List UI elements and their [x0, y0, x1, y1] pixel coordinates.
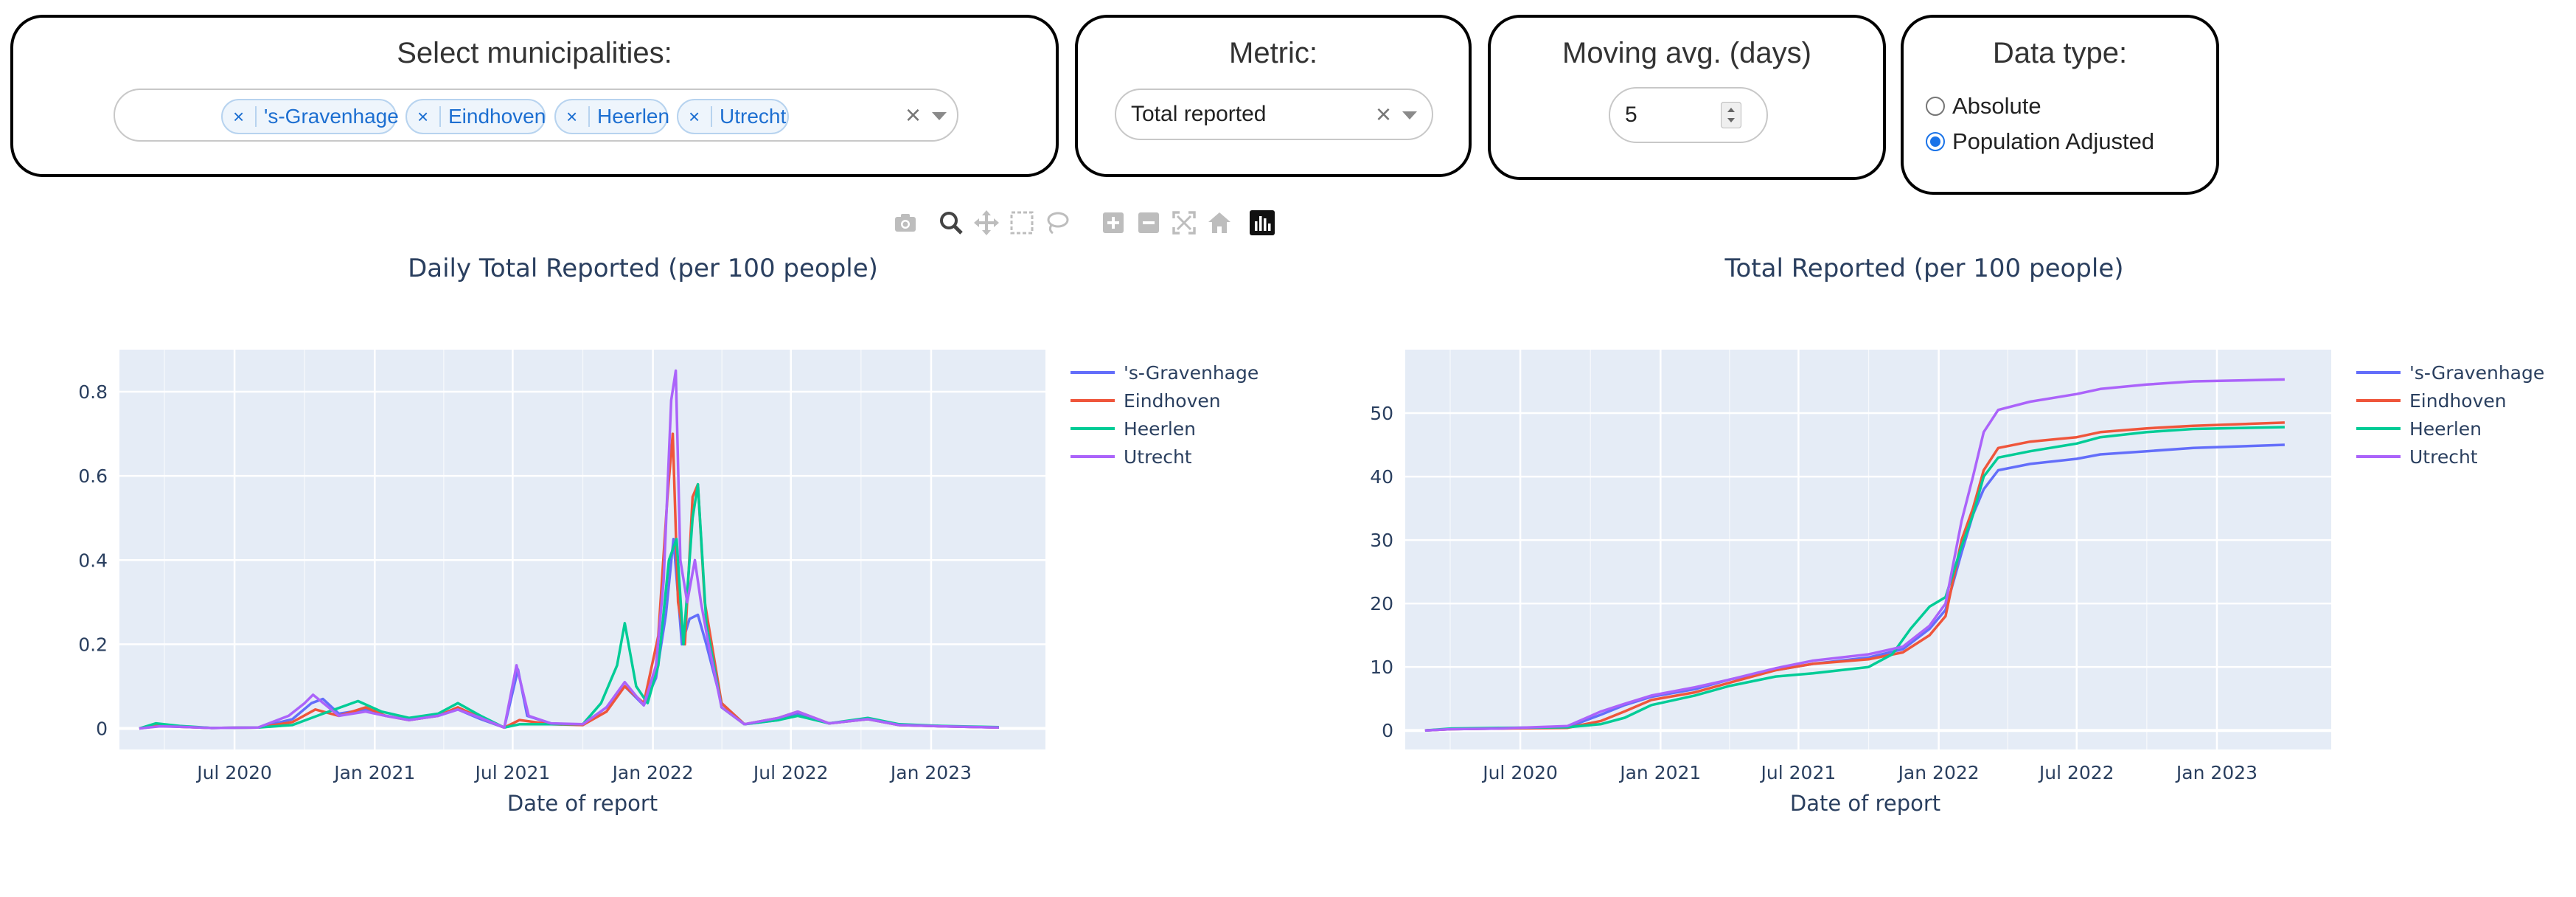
plotly-logo-icon[interactable]: [1249, 209, 1275, 236]
chart-title: Daily Total Reported (per 100 people): [408, 254, 878, 283]
camera-icon[interactable]: [892, 209, 919, 236]
municipality-tag[interactable]: × Eindhoven: [405, 99, 546, 134]
y-tick-label: 20: [1370, 593, 1393, 614]
radio-unchecked-icon[interactable]: [1926, 97, 1945, 116]
series-line[interactable]: [1424, 378, 2285, 732]
y-tick-label: 0.6: [78, 465, 108, 487]
municipality-tag[interactable]: × 's-Gravenhage: [221, 99, 399, 134]
remove-tag-icon[interactable]: ×: [233, 105, 245, 128]
moving-avg-value: 5: [1625, 103, 1637, 127]
box-select-icon[interactable]: [1009, 209, 1035, 236]
y-tick-label: 0.8: [78, 381, 108, 403]
municipalities-panel: Select municipalities: × 's-Gravenhage ×…: [10, 15, 1059, 177]
y-tick-label: 0: [1382, 720, 1393, 741]
clear-all-icon[interactable]: ×: [905, 100, 922, 130]
x-axis-title: Date of report: [1790, 791, 1940, 816]
x-tick-label: Jul 2020: [1481, 762, 1558, 783]
clear-metric-icon[interactable]: ×: [1376, 99, 1392, 129]
legend-label[interactable]: Heerlen: [1124, 418, 1196, 440]
legend-label[interactable]: Utrecht: [2409, 446, 2478, 468]
x-tick-label: Jan 2023: [889, 762, 972, 783]
zoom-out-icon[interactable]: [1135, 209, 1162, 236]
x-tick-label: Jan 2023: [2175, 762, 2258, 783]
y-tick-label: 0: [96, 718, 108, 739]
legend-label[interactable]: Eindhoven: [1124, 390, 1221, 412]
radio-label: Absolute: [1952, 93, 2041, 119]
x-tick-label: Jan 2022: [1897, 762, 1980, 783]
x-tick-label: Jul 2022: [752, 762, 829, 783]
total-reported-chart: Total Reported (per 100 people) Jul 2020…: [1370, 254, 2544, 816]
data-type-title: Data type:: [1992, 37, 2128, 69]
series-line[interactable]: [1424, 426, 2285, 732]
municipality-tag-label: Eindhoven: [448, 105, 546, 128]
municipalities-title: Select municipalities:: [397, 37, 672, 69]
remove-tag-icon[interactable]: ×: [566, 105, 578, 128]
municipality-tag-label: Heerlen: [597, 105, 670, 128]
data-type-panel: Data type: Absolute Population Adjusted: [1901, 15, 2219, 195]
daily-reported-chart: Daily Total Reported (per 100 people) Ju…: [78, 254, 1259, 816]
moving-avg-panel: Moving avg. (days) 5: [1488, 15, 1886, 180]
x-axis-title: Date of report: [507, 791, 658, 816]
series-line[interactable]: [1424, 421, 2285, 732]
municipality-tag-label: Utrecht: [720, 105, 787, 128]
y-tick-label: 40: [1370, 466, 1393, 488]
x-tick-label: Jul 2021: [474, 762, 551, 783]
remove-tag-icon[interactable]: ×: [417, 105, 429, 128]
radio-label: Population Adjusted: [1952, 128, 2155, 154]
municipality-multiselect[interactable]: × 's-Gravenhage × Eindhoven × Heerlen × …: [114, 89, 958, 142]
metric-dropdown[interactable]: Total reported ×: [1115, 89, 1433, 140]
y-tick-label: 0.2: [78, 634, 108, 655]
chevron-down-icon[interactable]: [1402, 111, 1417, 120]
stepper-icon[interactable]: [1721, 102, 1741, 128]
x-tick-label: Jul 2021: [1760, 762, 1837, 783]
municipality-tag[interactable]: × Utrecht: [677, 99, 789, 134]
chevron-down-icon[interactable]: [932, 112, 947, 120]
y-tick-label: 50: [1370, 403, 1393, 424]
municipality-tag[interactable]: × Heerlen: [554, 99, 670, 134]
zoom-icon[interactable]: [938, 209, 964, 236]
moving-avg-input[interactable]: 5: [1609, 87, 1768, 143]
x-tick-label: Jul 2020: [195, 762, 272, 783]
municipality-tag-label: 's-Gravenhage: [264, 105, 399, 128]
x-tick-label: Jan 2021: [333, 762, 415, 783]
x-tick-label: Jan 2022: [611, 762, 694, 783]
legend-label[interactable]: Heerlen: [2409, 418, 2482, 440]
metric-value: Total reported: [1131, 102, 1267, 126]
y-tick-label: 10: [1370, 657, 1393, 678]
legend-label[interactable]: Eindhoven: [2409, 390, 2507, 412]
series-line[interactable]: [139, 482, 999, 730]
y-tick-label: 0.4: [78, 550, 108, 571]
radio-checked-icon[interactable]: [1926, 132, 1945, 151]
autoscale-icon[interactable]: [1171, 209, 1197, 236]
series-line[interactable]: [1424, 443, 2285, 732]
metric-panel: Metric: Total reported ×: [1075, 15, 1472, 177]
x-tick-label: Jan 2021: [1618, 762, 1701, 783]
series-line[interactable]: [139, 369, 999, 730]
reset-axes-icon[interactable]: [1206, 209, 1233, 236]
legend-label[interactable]: 's-Gravenhage: [2409, 362, 2544, 384]
y-tick-label: 30: [1370, 530, 1393, 551]
lasso-icon[interactable]: [1044, 209, 1071, 236]
chart-title: Total Reported (per 100 people): [1724, 254, 2124, 283]
x-tick-label: Jul 2022: [2038, 762, 2114, 783]
metric-title: Metric:: [1229, 37, 1317, 69]
moving-avg-title: Moving avg. (days): [1562, 37, 1811, 69]
remove-tag-icon[interactable]: ×: [689, 105, 700, 128]
legend-label[interactable]: Utrecht: [1124, 446, 1192, 468]
zoom-in-icon[interactable]: [1100, 209, 1127, 236]
legend-label[interactable]: 's-Gravenhage: [1124, 362, 1259, 384]
pan-icon[interactable]: [973, 209, 1000, 236]
